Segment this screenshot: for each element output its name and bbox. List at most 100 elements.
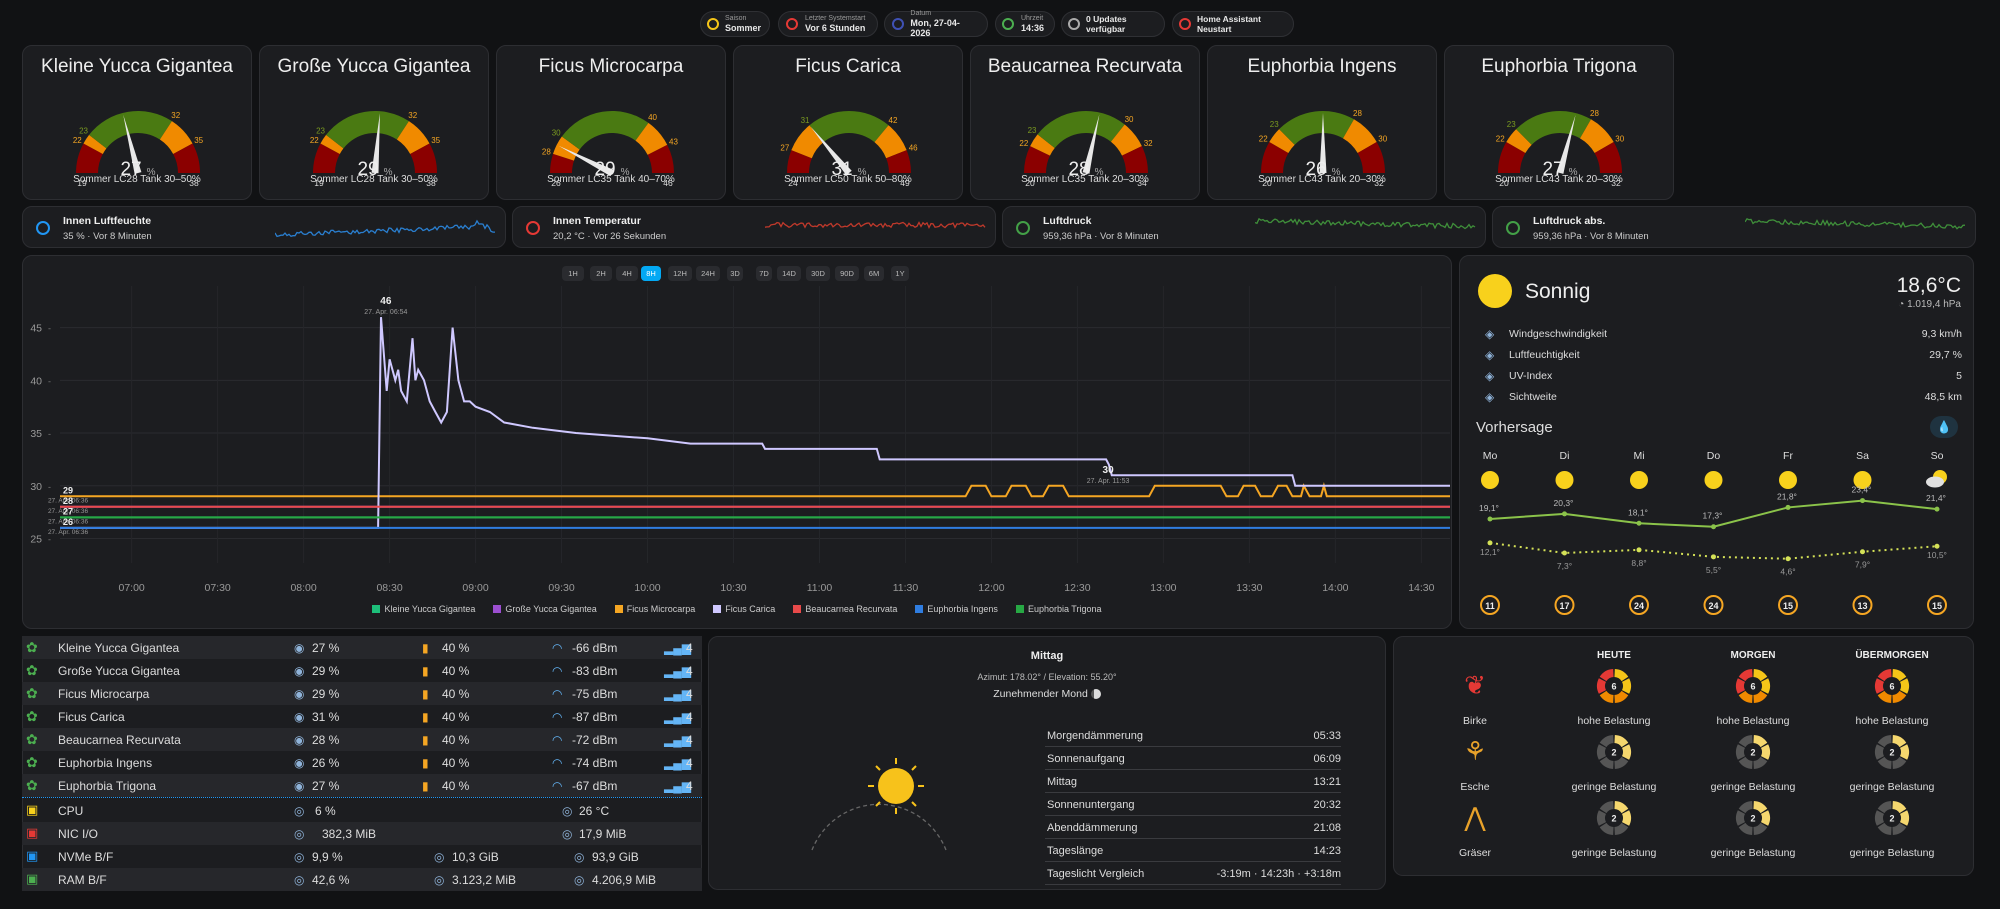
plant-rssi: -66 dBm: [572, 641, 618, 655]
legend-item[interactable]: Kleine Yucca Gigantea: [372, 604, 475, 614]
system-row-cpu[interactable]: ▣ CPU ◎ 6 % ◎ 26 °C: [22, 799, 702, 822]
chip-updates[interactable]: 0 Updates verfügbar: [1061, 11, 1165, 37]
update-icon: [1068, 17, 1080, 31]
gauge-severity-label: 35: [194, 136, 203, 145]
gauge-severity-label: 40: [648, 113, 657, 122]
gauge-segment: [410, 143, 437, 173]
battery-icon: ▮: [422, 687, 429, 701]
range-button-90d[interactable]: 90D: [835, 266, 859, 281]
legend-item[interactable]: Große Yucca Gigantea: [493, 604, 597, 614]
plant-row[interactable]: ✿ Euphorbia Trigona ◉ 27 % ▮ 40 % ◠ -67 dBm ▂▄▆ 4: [22, 774, 702, 797]
range-button-24h[interactable]: 24H: [696, 266, 720, 281]
pollen-ring-segment: [1875, 810, 1884, 826]
legend-item[interactable]: Euphorbia Trigona: [1015, 604, 1102, 614]
chip-text: Uhrzeit 14:36: [1021, 15, 1044, 33]
sun-row: Sonnenuntergang 20:32: [1045, 794, 1341, 816]
gauge-card[interactable]: Kleine Yucca Gigantea 22 23 32 35 19 38 27% Somm…: [22, 45, 252, 200]
pollen-level-value: 2: [1889, 748, 1894, 758]
gauge-card[interactable]: Euphorbia Trigona 22 23 28 30 20 32 27% Sommer L…: [1444, 45, 1674, 200]
gauge-card[interactable]: Euphorbia Ingens 22 23 28 30 20 32 26% Sommer LC…: [1207, 45, 1437, 200]
weather-row-value: 29,7 %: [1929, 349, 1962, 361]
system-row-nvme[interactable]: ▣ NVMe B/F ◎ 9,9 % ◎ 10,3 GiB ◎ 93,9 GiB: [22, 845, 702, 868]
legend-item[interactable]: Euphorbia Ingens: [915, 604, 998, 614]
pollen-ring-segment: [1753, 669, 1768, 682]
plant-rssi: -72 dBm: [572, 733, 618, 747]
range-button-14d[interactable]: 14D: [777, 266, 801, 281]
system-row-ram[interactable]: ▣ RAM B/F ◎ 42,6 % ◎ 3.123,2 MiB ◎ 4.206,9 MiB: [22, 868, 702, 891]
chip-restart[interactable]: Letzter Systemstart Vor 6 Stunden: [778, 11, 878, 37]
gauge-min-label: 26: [551, 178, 561, 188]
pollen-ring-center: [1746, 745, 1760, 759]
range-button-1y[interactable]: 1Y: [891, 266, 909, 281]
chip-date[interactable]: Datum Mon, 27-04-2026: [884, 10, 988, 38]
pollen-ring-segment: [1597, 678, 1606, 694]
pollen-level-value: 2: [1750, 748, 1755, 758]
range-button-8h[interactable]: 8H: [641, 266, 661, 281]
metric-icon: ◎: [562, 827, 573, 841]
plant-signal-level: 4: [686, 756, 693, 770]
plant-rssi: -67 dBm: [572, 779, 618, 793]
plant-battery: 40 %: [442, 664, 470, 678]
sensor-card[interactable]: Luftdruck abs. 959,36 hPa · Vor 8 Minuten: [1492, 206, 1976, 248]
weather-row: ◈ Sichtweite 48,5 km: [1473, 390, 1974, 409]
forecast-toggle-button[interactable]: 💧: [1930, 416, 1958, 438]
legend-item[interactable]: Ficus Carica: [713, 604, 775, 614]
plant-name: Beaucarnea Recurvata: [58, 733, 181, 747]
gauge-segment: [396, 121, 430, 154]
moon-phase: Zunehmender Mond: [708, 688, 1386, 700]
gauge-card[interactable]: Ficus Microcarpa 28 30 40 43 26 46 29% Sommer LC…: [496, 45, 726, 200]
range-button-4h[interactable]: 4H: [616, 266, 638, 281]
sparkline-path: [1745, 217, 1966, 230]
sensor-title: Innen Temperatur: [553, 215, 641, 227]
weather-row-value: 48,5 km: [1924, 391, 1962, 403]
legend-item[interactable]: Beaucarnea Recurvata: [793, 604, 897, 614]
weather-row-label: UV-Index: [1509, 370, 1553, 382]
gauge-segment: [1037, 111, 1125, 149]
range-button-6m[interactable]: 6M: [864, 266, 884, 281]
plant-signal-level: 4: [686, 779, 693, 793]
range-button-3d[interactable]: 3D: [727, 266, 743, 281]
chip-season[interactable]: Saison Sommer: [700, 11, 770, 37]
gauge-card[interactable]: Beaucarnea Recurvata 22 23 30 32 20 34 28% Somme…: [970, 45, 1200, 200]
pollen-level-ring: 6: [1736, 669, 1770, 703]
weather-card[interactable]: [1459, 255, 1974, 629]
range-button-1h[interactable]: 1H: [562, 266, 584, 281]
sensor-card[interactable]: Innen Temperatur 20,2 °C · Vor 26 Sekunde…: [512, 206, 996, 248]
range-button-7d[interactable]: 7D: [756, 266, 772, 281]
plant-row[interactable]: ✿ Ficus Microcarpa ◉ 29 % ▮ 40 % ◠ -75 dBm ▂▄▆ 4: [22, 682, 702, 705]
gauge-icon: [1015, 218, 1031, 241]
chip-value: 14:36: [1020, 23, 1044, 33]
sensor-card[interactable]: Luftdruck 959,36 hPa · Vor 8 Minuten: [1002, 206, 1486, 248]
system-row-nic[interactable]: ▣ NIC I/O ◎ 382,3 MiB ◎ 17,9 MiB: [22, 822, 702, 845]
forecast-title: Vorhersage: [1476, 419, 1553, 436]
range-button-30d[interactable]: 30D: [806, 266, 830, 281]
gauge-card[interactable]: Ficus Carica 27 31 42 46 24 49 31% Sommer LC50 T…: [733, 45, 963, 200]
plant-row[interactable]: ✿ Euphorbia Ingens ◉ 26 % ▮ 40 % ◠ -74 dBm ▂▄▆ 4: [22, 751, 702, 774]
plant-row[interactable]: ✿ Ficus Carica ◉ 31 % ▮ 40 % ◠ -87 dBm ▂▄▆ 4: [22, 705, 702, 728]
wind-icon: ◈: [1485, 327, 1495, 341]
battery-icon: ▮: [422, 756, 429, 770]
chip-ha[interactable]: Home Assistant Neustart: [1172, 11, 1294, 37]
plant-row[interactable]: ✿ Große Yucca Gigantea ◉ 29 % ▮ 40 % ◠ -83 dBm ▂…: [22, 659, 702, 682]
sensor-subtitle: 959,36 hPa · Vor 8 Minuten: [1533, 231, 1649, 242]
gauge-title: Ficus Carica: [795, 56, 901, 77]
chip-time[interactable]: Uhrzeit 14:36: [995, 11, 1055, 37]
gauge-segment: [89, 111, 172, 149]
legend-item[interactable]: Ficus Microcarpa: [614, 604, 695, 614]
pollen-ring-segment: [1599, 822, 1614, 835]
plant-row[interactable]: ✿ Kleine Yucca Gigantea ◉ 27 % ▮ 40 % ◠ -66 dBm…: [22, 636, 702, 659]
sensor-card[interactable]: Innen Luftfeuchte 35 % · Vor 8 Minuten: [22, 206, 506, 248]
system-value-a: 9,9 %: [312, 850, 343, 864]
plant-row[interactable]: ✿ Beaucarnea Recurvata ◉ 28 % ▮ 40 % ◠ -72 dBm ▂…: [22, 728, 702, 751]
gauge-card[interactable]: Große Yucca Gigantea 22 23 32 35 19 38 29% Somme…: [259, 45, 489, 200]
gauge-subtitle: Sommer LC35 Tank 20–30%: [1021, 174, 1149, 185]
pollen-ring-center: [1885, 679, 1899, 693]
pollen-level-label: hohe Belastung: [1716, 715, 1790, 727]
range-button-12h[interactable]: 12H: [668, 266, 692, 281]
sensor-title: Luftdruck abs.: [1533, 215, 1606, 227]
gauge-title: Euphorbia Trigona: [1481, 56, 1637, 77]
range-button-2h[interactable]: 2H: [590, 266, 612, 281]
pollen-ring-segment: [1900, 678, 1909, 694]
gauge-severity-label: 22: [1019, 139, 1028, 148]
